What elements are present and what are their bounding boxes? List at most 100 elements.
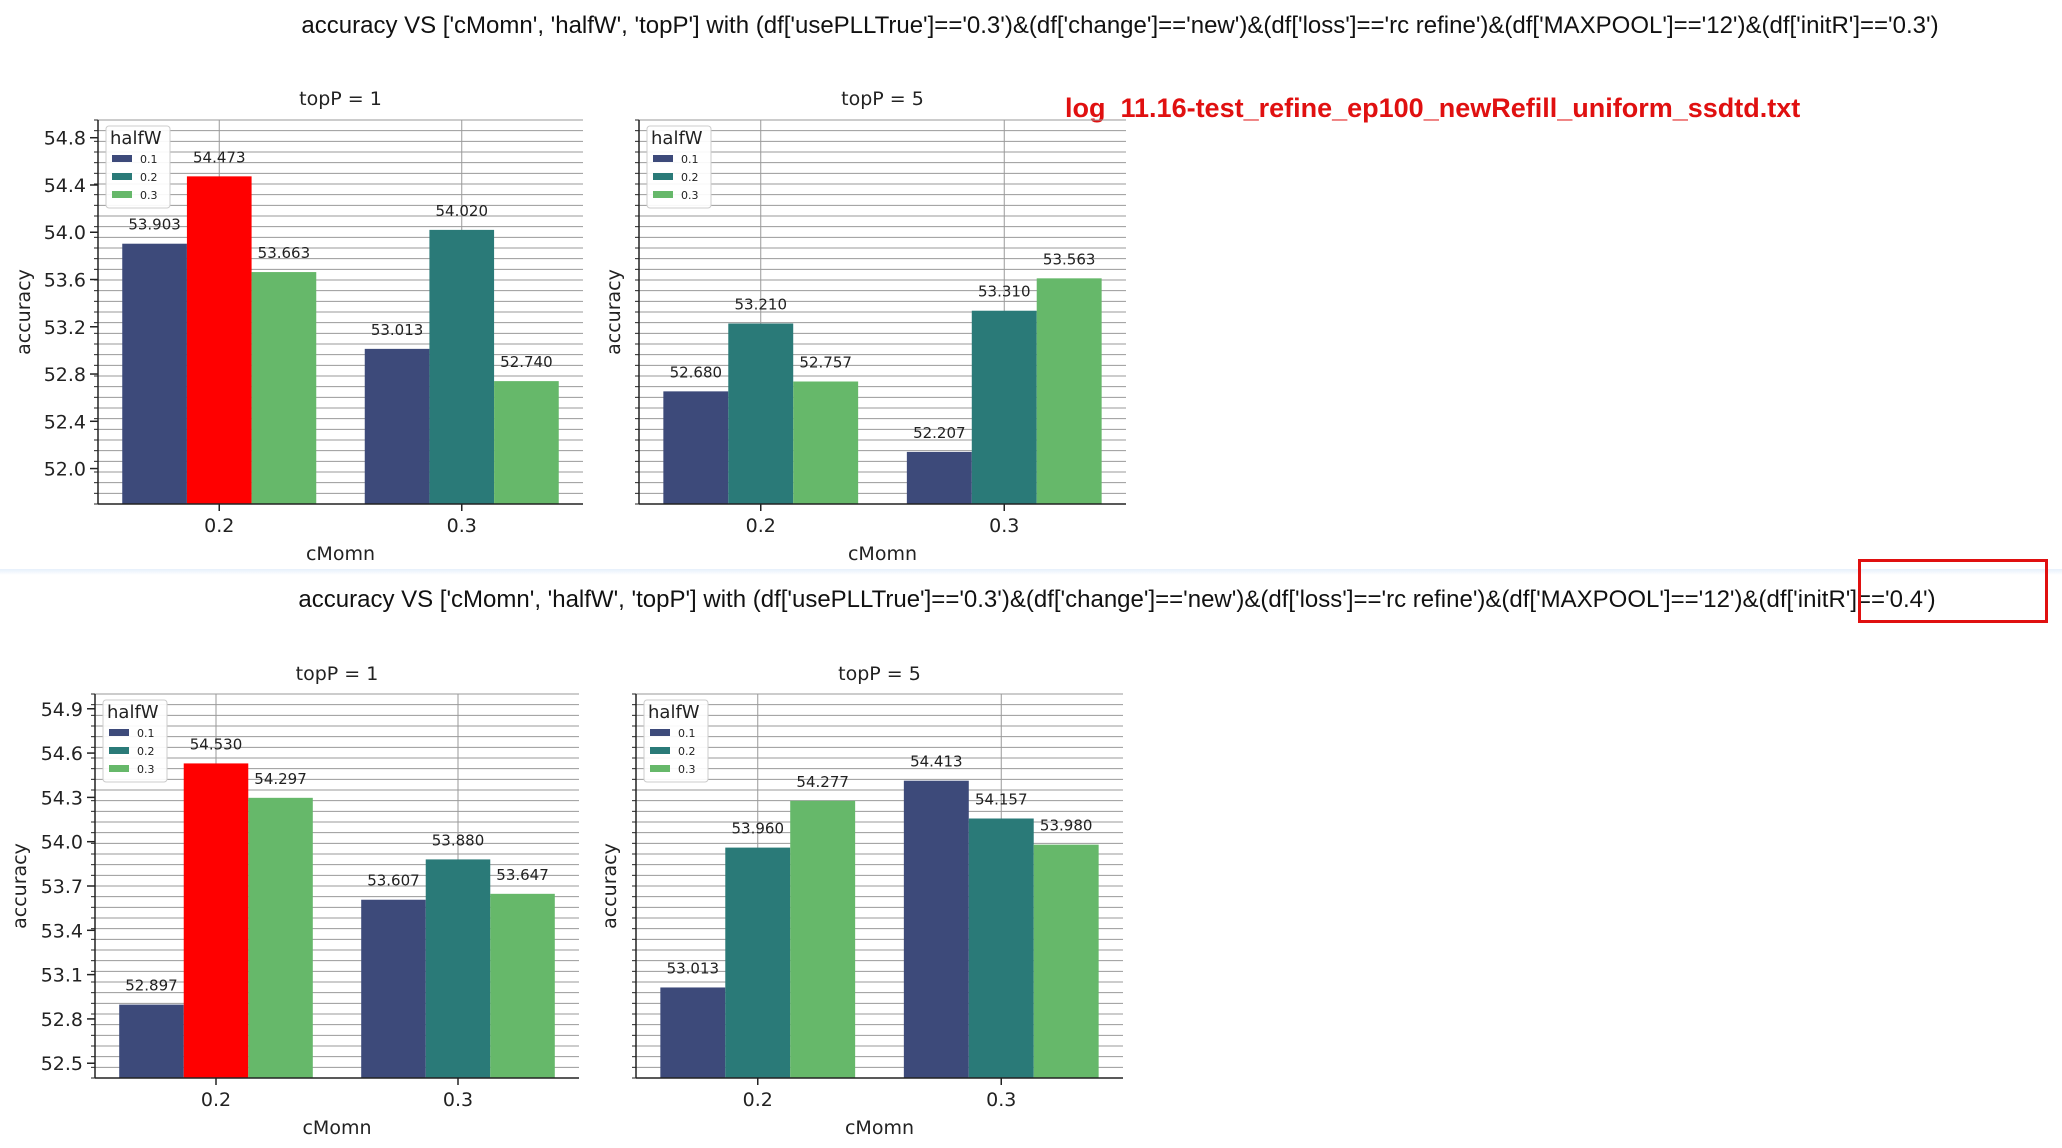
legend-swatch <box>650 747 670 754</box>
legend-title: halfW <box>107 702 159 723</box>
legend-swatch <box>112 155 132 162</box>
bar-halfW-0.3-cMomn-0.2 <box>251 272 317 504</box>
bar-halfW-0.1-cMomn-0.2 <box>663 391 729 504</box>
legend-title: halfW <box>110 128 162 149</box>
legend-entry: 0.1 <box>137 727 155 740</box>
subplot-title: topP = 5 <box>841 88 924 110</box>
y-axis-label: accuracy <box>603 269 625 355</box>
y-tick-label: 52.4 <box>44 411 86 433</box>
bar-halfW-0.1-cMomn-0.3 <box>903 780 969 1078</box>
legend-entry: 0.2 <box>140 171 158 184</box>
y-tick-label: 52.5 <box>41 1053 83 1075</box>
bar-value-label: 54.297 <box>254 770 307 788</box>
bar-value-label: 52.897 <box>125 977 178 995</box>
bar-halfW-0.3-cMomn-0.3 <box>490 893 555 1078</box>
legend-title: halfW <box>651 128 703 149</box>
bar-value-label: 52.757 <box>799 354 852 372</box>
y-tick-label: 52.0 <box>44 459 86 481</box>
x-tick-label: 0.3 <box>447 515 477 537</box>
legend-entry: 0.2 <box>681 171 699 184</box>
legend-swatch <box>650 765 670 772</box>
bar-value-label: 53.607 <box>367 872 420 890</box>
y-tick-label: 54.8 <box>44 128 86 150</box>
y-tick-label: 54.0 <box>41 832 83 854</box>
bar-value-label: 54.473 <box>193 148 246 166</box>
bar-value-label: 54.530 <box>190 735 243 753</box>
bar-halfW-0.2-cMomn-0.2 <box>728 323 794 504</box>
x-axis-label: cMomn <box>302 1117 371 1139</box>
x-tick-label: 0.2 <box>746 515 776 537</box>
legend-entry: 0.3 <box>140 189 158 202</box>
bar-value-label: 53.310 <box>978 283 1031 301</box>
initR-highlight-box <box>1858 559 2048 623</box>
legend-entry: 0.1 <box>681 153 699 166</box>
legend-swatch <box>653 191 673 198</box>
bar-halfW-0.2-cMomn-0.3 <box>425 859 491 1078</box>
x-axis-label: cMomn <box>306 543 375 565</box>
log-filename: log_11.16-test_refine_ep100_newRefill_un… <box>1065 93 1800 123</box>
bar-halfW-0.3-cMomn-0.2 <box>790 800 856 1078</box>
bar-value-label: 53.980 <box>1040 817 1093 835</box>
y-tick-label: 52.8 <box>41 1009 83 1031</box>
bar-halfW-0.1-cMomn-0.2 <box>660 987 726 1078</box>
bar-value-label: 53.210 <box>735 296 788 314</box>
legend-swatch <box>109 765 129 772</box>
legend-entry: 0.1 <box>140 153 158 166</box>
bar-value-label: 53.903 <box>128 216 181 234</box>
x-tick-label: 0.2 <box>743 1089 773 1111</box>
legend-box <box>646 125 712 209</box>
bar-halfW-0.1-cMomn-0.3 <box>364 348 430 504</box>
figure-title-2: accuracy VS ['cMomn', 'halfW', 'topP'] w… <box>298 586 1935 613</box>
bar-halfW-0.3-cMomn-0.2 <box>248 797 313 1078</box>
bar-halfW-0.2-cMomn-0.2 <box>183 763 249 1078</box>
legend-swatch <box>109 747 129 754</box>
y-tick-label: 53.4 <box>41 920 83 942</box>
legend-swatch <box>109 729 129 736</box>
panel-separator <box>0 569 2062 575</box>
y-tick-label: 54.9 <box>41 699 83 721</box>
x-axis-label: cMomn <box>845 1117 914 1139</box>
subplot-title: topP = 5 <box>838 663 921 685</box>
legend-box <box>102 699 168 783</box>
bar-halfW-0.2-cMomn-0.2 <box>725 847 791 1078</box>
bar-halfW-0.1-cMomn-0.2 <box>119 1004 184 1078</box>
bar-value-label: 53.013 <box>371 321 424 339</box>
y-tick-label: 53.6 <box>44 270 86 292</box>
bar-value-label: 54.413 <box>910 753 963 771</box>
legend-title: halfW <box>648 702 700 723</box>
subplot-title: topP = 1 <box>296 663 379 685</box>
y-axis-label: accuracy <box>599 843 621 929</box>
legend-swatch <box>112 191 132 198</box>
x-tick-label: 0.3 <box>443 1089 473 1111</box>
x-tick-label: 0.3 <box>986 1089 1016 1111</box>
bar-value-label: 54.157 <box>975 791 1028 809</box>
bar-halfW-0.3-cMomn-0.3 <box>1033 844 1099 1078</box>
bar-halfW-0.3-cMomn-0.2 <box>793 381 859 504</box>
legend-swatch <box>653 173 673 180</box>
bar-value-label: 54.277 <box>796 773 849 791</box>
bar-halfW-0.1-cMomn-0.3 <box>906 451 972 504</box>
y-axis-label: accuracy <box>9 843 31 929</box>
legend-entry: 0.2 <box>678 745 696 758</box>
subplot-title: topP = 1 <box>299 88 382 110</box>
bar-halfW-0.3-cMomn-0.3 <box>494 381 559 504</box>
y-tick-label: 54.3 <box>41 787 83 809</box>
bar-halfW-0.2-cMomn-0.2 <box>186 176 252 505</box>
legend-entry: 0.2 <box>137 745 155 758</box>
bar-halfW-0.2-cMomn-0.3 <box>971 310 1037 504</box>
y-tick-label: 52.8 <box>44 364 86 386</box>
bar-value-label: 54.020 <box>436 202 489 220</box>
bar-value-label: 52.207 <box>913 424 966 442</box>
y-tick-label: 53.1 <box>41 965 83 987</box>
bar-halfW-0.3-cMomn-0.3 <box>1036 278 1102 504</box>
bar-halfW-0.2-cMomn-0.3 <box>968 818 1034 1078</box>
y-tick-label: 54.0 <box>44 222 86 244</box>
bar-halfW-0.1-cMomn-0.2 <box>122 243 187 504</box>
bar-value-label: 53.880 <box>432 831 485 849</box>
bar-value-label: 53.013 <box>667 959 720 977</box>
y-axis-label: accuracy <box>13 269 35 355</box>
bar-value-label: 53.647 <box>496 866 549 884</box>
figure-title-1: accuracy VS ['cMomn', 'halfW', 'topP'] w… <box>301 12 1938 39</box>
legend-entry: 0.3 <box>681 189 699 202</box>
